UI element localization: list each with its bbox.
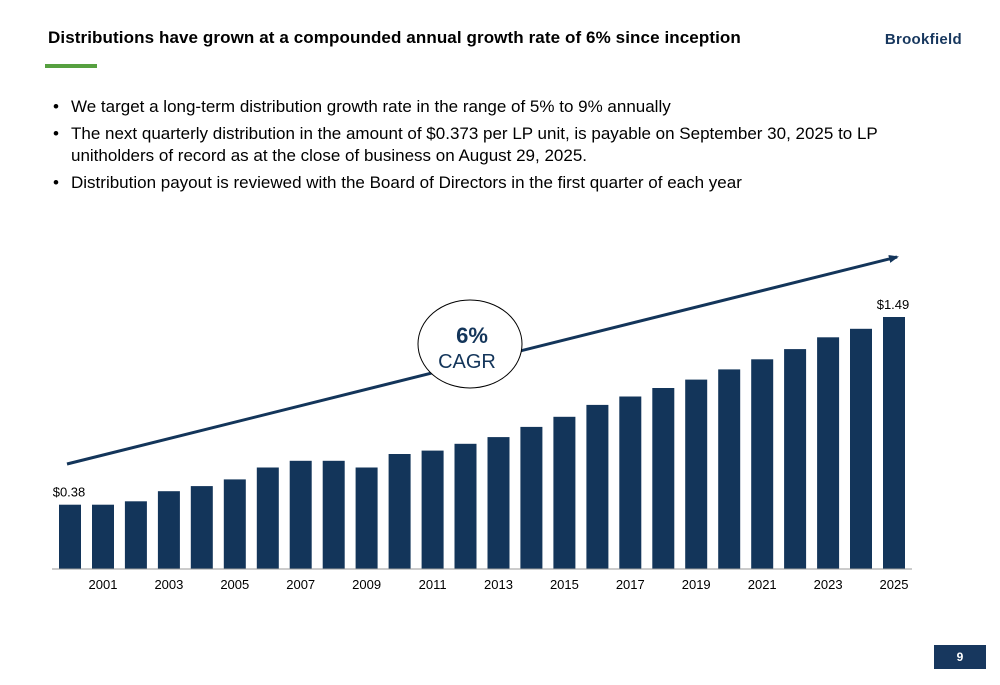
- bar-2016: [586, 404, 609, 569]
- cagr-label: CAGR: [438, 351, 496, 373]
- x-tick-label: 2023: [814, 577, 843, 592]
- bar-2014: [520, 426, 543, 569]
- bar-2024: [850, 328, 872, 569]
- bar-2018: [652, 388, 675, 569]
- bar-2008: [322, 460, 345, 569]
- bar-2012: [454, 443, 477, 569]
- bullet-item: The next quarterly distribution in the a…: [53, 123, 933, 167]
- x-tick-label: 2019: [682, 577, 711, 592]
- bar-2001: [92, 504, 114, 569]
- bar-2020: [718, 369, 741, 569]
- bar-data-label: $0.38: [53, 485, 86, 500]
- bar-2009: [355, 467, 378, 569]
- x-tick-label: 2009: [352, 577, 381, 592]
- x-tick-label: 2015: [550, 577, 579, 592]
- bar-2022: [784, 349, 807, 569]
- title-accent-line: [45, 64, 97, 68]
- bar-series: [59, 317, 905, 569]
- cagr-circle: [417, 299, 523, 389]
- bar-2006: [256, 467, 279, 569]
- x-tick-label: 2021: [748, 577, 777, 592]
- bar-2023: [817, 337, 840, 569]
- x-tick-label: 2025: [880, 577, 909, 592]
- page-number: 9: [934, 645, 986, 669]
- x-tick-label: 2017: [616, 577, 645, 592]
- page-title: Distributions have grown at a compounded…: [48, 28, 741, 47]
- bar-2015: [553, 416, 576, 569]
- x-tick-labels: 2001 2003 2005 2007 2009 2011 2013 2015 2017 2019…: [89, 577, 909, 592]
- bullet-list: We target a long-term distribution growt…: [53, 96, 933, 199]
- bar-2005: [223, 479, 246, 569]
- x-tick-label: 2011: [419, 577, 447, 592]
- bar-2002: [124, 501, 147, 569]
- brand-logo: Brookfield: [884, 31, 962, 48]
- bar-2007: [289, 460, 312, 569]
- bar-2019: [685, 379, 708, 569]
- bar-2017: [619, 396, 642, 569]
- data-labels: $0.38 $1.49: [53, 297, 910, 500]
- x-tick-label: 2007: [286, 577, 315, 592]
- x-tick-label: 2003: [154, 577, 183, 592]
- distribution-bar-chart: 2001 2003 2005 2007 2009 2011 2013 2015 2017 2019…: [52, 255, 912, 592]
- x-tick-label: 2005: [220, 577, 249, 592]
- bar-2000: [59, 504, 81, 569]
- bar-2010: [388, 454, 411, 569]
- bar-2025: [883, 317, 905, 569]
- bar-data-label: $1.49: [877, 297, 910, 312]
- bar-2003: [157, 491, 180, 569]
- bar-2021: [751, 359, 774, 569]
- bar-2011: [421, 450, 444, 569]
- bullet-item: Distribution payout is reviewed with the…: [53, 172, 933, 194]
- x-tick-label: 2013: [484, 577, 513, 592]
- bar-2013: [487, 437, 510, 569]
- bar-2004: [190, 486, 213, 569]
- cagr-value: 6%: [456, 323, 488, 348]
- bullet-item: We target a long-term distribution growt…: [53, 96, 933, 118]
- x-tick-label: 2001: [89, 577, 118, 592]
